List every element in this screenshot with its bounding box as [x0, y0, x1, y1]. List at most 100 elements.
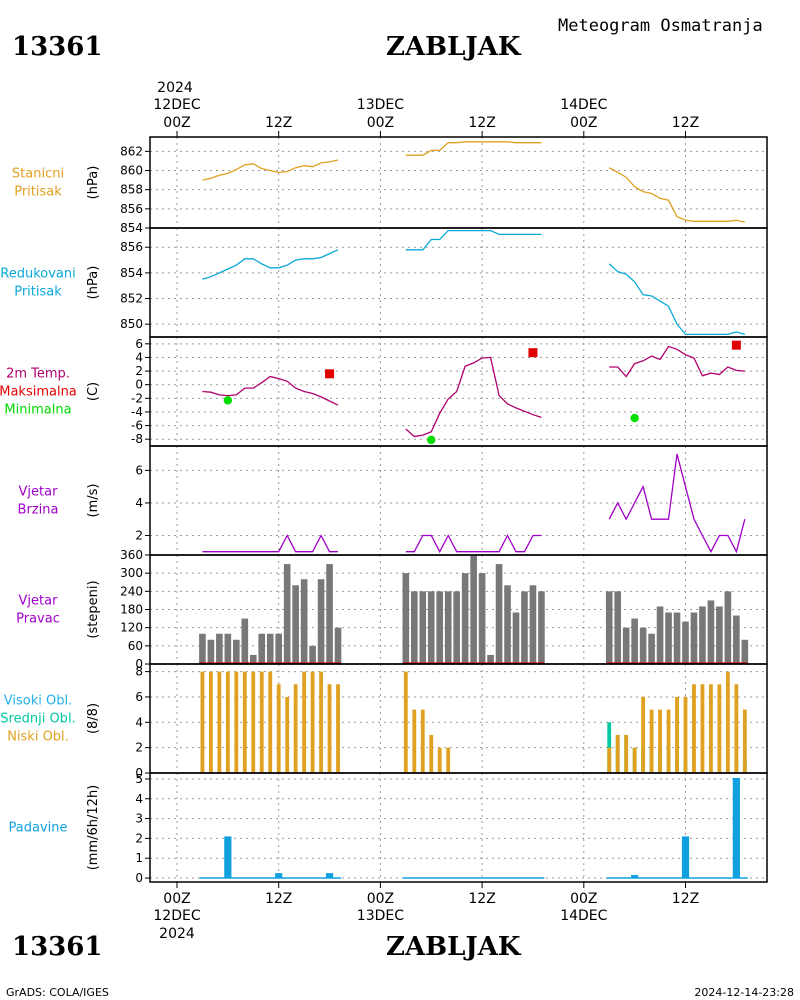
wind-dir-bar	[614, 591, 622, 664]
wind-dir-bar	[682, 621, 689, 664]
y-tick-label: 0	[135, 657, 143, 671]
cloud-low-bar	[446, 747, 451, 773]
bottom-day-label: 14DEC	[560, 908, 607, 924]
wind-dir-bar	[427, 591, 435, 664]
temperature-line	[202, 375, 339, 406]
y-axis-label: (hPa)	[86, 266, 101, 300]
series-label: 2m Temp.	[6, 367, 70, 382]
cloud-low-bar	[200, 671, 205, 773]
panel-frame	[149, 663, 768, 774]
wind-dir-bar	[410, 591, 418, 664]
panel-frame	[149, 136, 768, 229]
wind-dir-bar	[292, 585, 299, 664]
bottom-hour-label: 00Z	[163, 891, 190, 907]
cloud-low-bar	[742, 709, 747, 773]
precip-bar	[224, 836, 232, 879]
cloud-low-bar	[412, 709, 417, 773]
series-label: Vjetar	[19, 594, 59, 609]
y-tick-label: 2	[135, 831, 143, 845]
y-tick-label: 2	[135, 528, 143, 542]
cloud-low-bar	[310, 671, 315, 773]
tmax-marker	[731, 340, 741, 350]
footer-timestamp: 2024-12-14-23:28	[694, 986, 794, 999]
cloud-low-bar	[302, 671, 307, 773]
series-label: Brzina	[18, 503, 59, 518]
cloud-low-bar	[734, 684, 739, 773]
y-tick-label: -4	[131, 405, 143, 419]
series-label: Minimalna	[4, 403, 71, 418]
cloud-low-bar	[403, 671, 408, 773]
series-label: Pritisak	[14, 285, 62, 300]
series-label: Vjetar	[19, 485, 59, 500]
temperature-line	[405, 356, 542, 438]
cloud-low-bar	[208, 671, 213, 773]
wind-dir-bar	[639, 627, 647, 664]
wind-dir-bar	[326, 564, 333, 664]
wind-dir-bar	[724, 591, 732, 664]
y-tick-label: 8	[135, 665, 143, 679]
y-axis-label: (m/s)	[86, 484, 101, 518]
y-axis-label: (hPa)	[86, 166, 101, 200]
precip-bar	[681, 836, 690, 879]
bottom-day-label: 12DEC	[153, 908, 200, 924]
top-hour-label: 12Z	[468, 115, 495, 131]
y-tick-label: 60	[128, 639, 143, 653]
station-pressure-line	[405, 141, 542, 156]
reduced-pressure-line	[202, 249, 339, 280]
wind-dir-bar	[258, 633, 266, 664]
cloud-low-bar	[225, 671, 230, 773]
cloud-low-bar	[429, 734, 434, 773]
cloud-low-bar	[319, 671, 323, 773]
tmin-marker	[223, 396, 233, 405]
panel-frame	[149, 445, 768, 556]
series-label: Redukovani	[0, 267, 75, 282]
y-axis-label: (C)	[86, 382, 101, 401]
wind-dir-bar	[241, 618, 249, 664]
cloud-low-bar	[632, 747, 637, 773]
cloud-low-bar	[276, 684, 281, 773]
y-tick-label: 0	[135, 871, 143, 885]
wind-dir-bar	[309, 645, 316, 664]
wind-speed-line	[608, 453, 746, 554]
station-name-top: ZABLJAK	[386, 32, 522, 62]
top-year: 2024	[157, 80, 193, 96]
y-tick-label: -2	[131, 391, 143, 405]
wind-dir-bar	[478, 573, 486, 664]
bottom-hour-label: 12Z	[672, 891, 699, 907]
y-tick-label: 180	[120, 603, 143, 617]
y-tick-label: 862	[120, 144, 143, 158]
bottom-hour-label: 12Z	[468, 891, 495, 907]
y-tick-label: 0	[135, 378, 143, 392]
wind-dir-bar	[690, 612, 698, 664]
panel-wind-direction: 0 60 120 180 240 300 360 (stepeni) Vjetar Pravac	[16, 548, 768, 671]
wind-speed-line	[202, 534, 338, 553]
y-tick-label: 856	[120, 240, 143, 254]
cloud-low-bar	[242, 671, 247, 773]
cloud-low-bar	[327, 684, 332, 773]
wind-dir-bar	[207, 639, 215, 664]
reduced-pressure-line	[405, 229, 542, 251]
wind-dir-bar	[444, 591, 452, 664]
precip-bar	[325, 873, 334, 879]
top-hour-label: 00Z	[570, 115, 597, 131]
y-tick-label: 0	[135, 766, 143, 780]
series-label: Maksimalna	[0, 385, 77, 400]
wind-dir-bar	[538, 591, 545, 664]
panels: 854856858860862(hPa)StanicniPritisak8508…	[0, 136, 768, 885]
top-hour-label: 12Z	[672, 115, 699, 131]
cloud-low-bar	[717, 684, 722, 773]
wind-dir-bar	[521, 591, 528, 664]
panel-reduced-pressure: 850 852 854 856 (hPa) Redukovani Pritisak	[0, 227, 768, 338]
cloud-low-bar	[268, 671, 273, 773]
cloud-low-bar	[649, 709, 654, 773]
panel-station-pressure: 854 856 858 860 862 (hPa) Stanicni Pritisak	[12, 136, 768, 235]
precip-bar	[631, 875, 639, 879]
meteogram-title: Meteogram Osmatranja	[558, 16, 763, 36]
cloud-low-bar	[251, 671, 256, 773]
wind-dir-bar	[199, 633, 206, 664]
wind-dir-bar	[461, 573, 469, 664]
y-axis-label: (8/8)	[86, 703, 101, 734]
wind-dir-bar	[436, 591, 444, 664]
tmin-marker	[630, 413, 639, 423]
cloud-low-bar	[700, 684, 705, 773]
